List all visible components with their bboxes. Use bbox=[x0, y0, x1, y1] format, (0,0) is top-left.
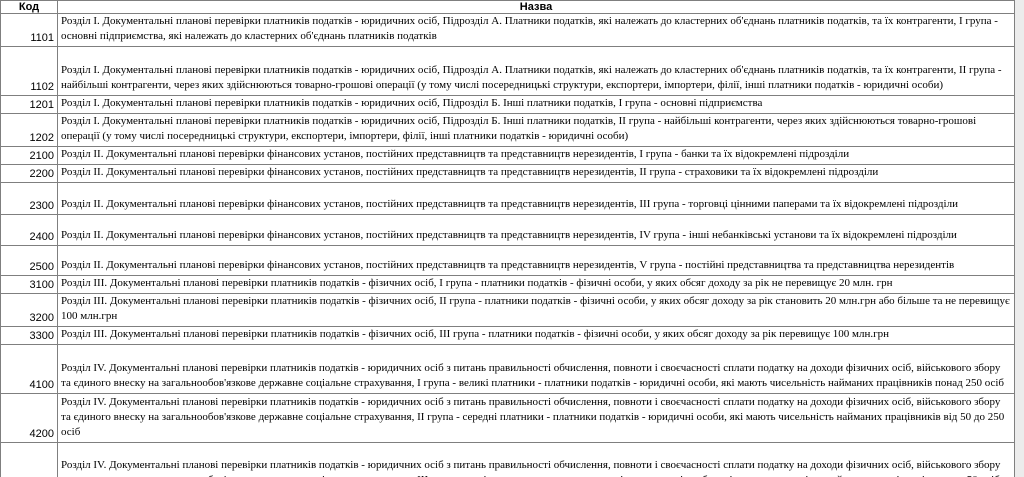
name-cell[interactable]: Розділ II. Документальні планові перевір… bbox=[57, 146, 1015, 165]
code-cell[interactable]: 3300 bbox=[0, 326, 58, 345]
code-cell[interactable]: 4200 bbox=[0, 393, 58, 443]
code-cell[interactable]: 4100 bbox=[0, 344, 58, 394]
table-row: 2100 Розділ II. Документальні планові пер… bbox=[0, 146, 1015, 165]
name-cell[interactable]: Розділ III. Документальні планові переві… bbox=[57, 275, 1015, 294]
table-row: 3100 Розділ III. Документальні планові пе… bbox=[0, 275, 1015, 294]
column-header-code[interactable]: Код bbox=[0, 0, 58, 14]
table-row: 2300 Розділ II. Документальні планові пер… bbox=[0, 182, 1015, 215]
table-row: 4300Розділ IV. Документальні планові пер… bbox=[0, 442, 1015, 477]
name-cell[interactable]: Розділ II. Документальні планові перевір… bbox=[57, 214, 1015, 246]
table-row: 4200 Розділ IV. Документальні планові пер… bbox=[0, 393, 1015, 443]
name-cell[interactable]: Розділ I. Документальні планові перевірк… bbox=[57, 113, 1015, 147]
header-row: Код Назва bbox=[0, 0, 1015, 14]
name-cell[interactable]: Розділ III. Документальні планові переві… bbox=[57, 293, 1015, 327]
code-cell[interactable]: 2100 bbox=[0, 146, 58, 165]
table-row: 2500 Розділ II. Документальні планові пер… bbox=[0, 245, 1015, 276]
name-cell[interactable]: Розділ IV. Документальні планові перевір… bbox=[57, 393, 1015, 443]
table-row: 3200 Розділ III. Документальні планові пе… bbox=[0, 293, 1015, 327]
name-cell[interactable]: Розділ I. Документальні планові перевірк… bbox=[57, 46, 1015, 96]
code-cell[interactable]: 3200 bbox=[0, 293, 58, 327]
table-row: 2200 Розділ II. Документальні планові пер… bbox=[0, 164, 1015, 183]
code-cell[interactable]: 3100 bbox=[0, 275, 58, 294]
table-row: 2400 Розділ II. Документальні планові пер… bbox=[0, 214, 1015, 246]
code-cell[interactable]: 2300 bbox=[0, 182, 58, 215]
name-cell[interactable]: Розділ II. Документальні планові перевір… bbox=[57, 182, 1015, 215]
code-cell[interactable]: 1102 bbox=[0, 46, 58, 96]
table-row: 1201 Розділ I. Документальні планові пере… bbox=[0, 95, 1015, 114]
table-row: 3300 Розділ III. Документальні планові пе… bbox=[0, 326, 1015, 345]
name-cell[interactable]: Розділ I. Документальні планові перевірк… bbox=[57, 95, 1015, 114]
code-cell[interactable]: 1202 bbox=[0, 113, 58, 147]
name-cell[interactable]: Розділ II. Документальні планові перевір… bbox=[57, 245, 1015, 276]
code-cell[interactable]: 1201 bbox=[0, 95, 58, 114]
code-cell[interactable]: 1101 bbox=[0, 13, 58, 47]
code-cell[interactable]: 2500 bbox=[0, 245, 58, 276]
code-cell[interactable]: 4300 bbox=[0, 442, 58, 477]
name-cell[interactable]: Розділ II. Документальні планові перевір… bbox=[57, 164, 1015, 183]
table-row: 1102 Розділ I. Документальні планові пере… bbox=[0, 46, 1015, 96]
name-cell[interactable]: Розділ III. Документальні планові переві… bbox=[57, 326, 1015, 345]
name-cell[interactable]: Розділ IV. Документальні планові перевір… bbox=[57, 442, 1015, 477]
table-row: 4100 Розділ IV. Документальні планові пер… bbox=[0, 344, 1015, 394]
name-cell[interactable]: Розділ I. Документальні планові перевірк… bbox=[57, 13, 1015, 47]
code-cell[interactable]: 2200 bbox=[0, 164, 58, 183]
column-header-name[interactable]: Назва bbox=[57, 0, 1015, 14]
table-row: 1202 Розділ I. Документальні планові пере… bbox=[0, 113, 1015, 147]
code-cell[interactable]: 2400 bbox=[0, 214, 58, 246]
name-cell[interactable]: Розділ IV. Документальні планові перевір… bbox=[57, 344, 1015, 394]
table-row: 1101 Розділ I. Документальні планові пере… bbox=[0, 13, 1015, 47]
